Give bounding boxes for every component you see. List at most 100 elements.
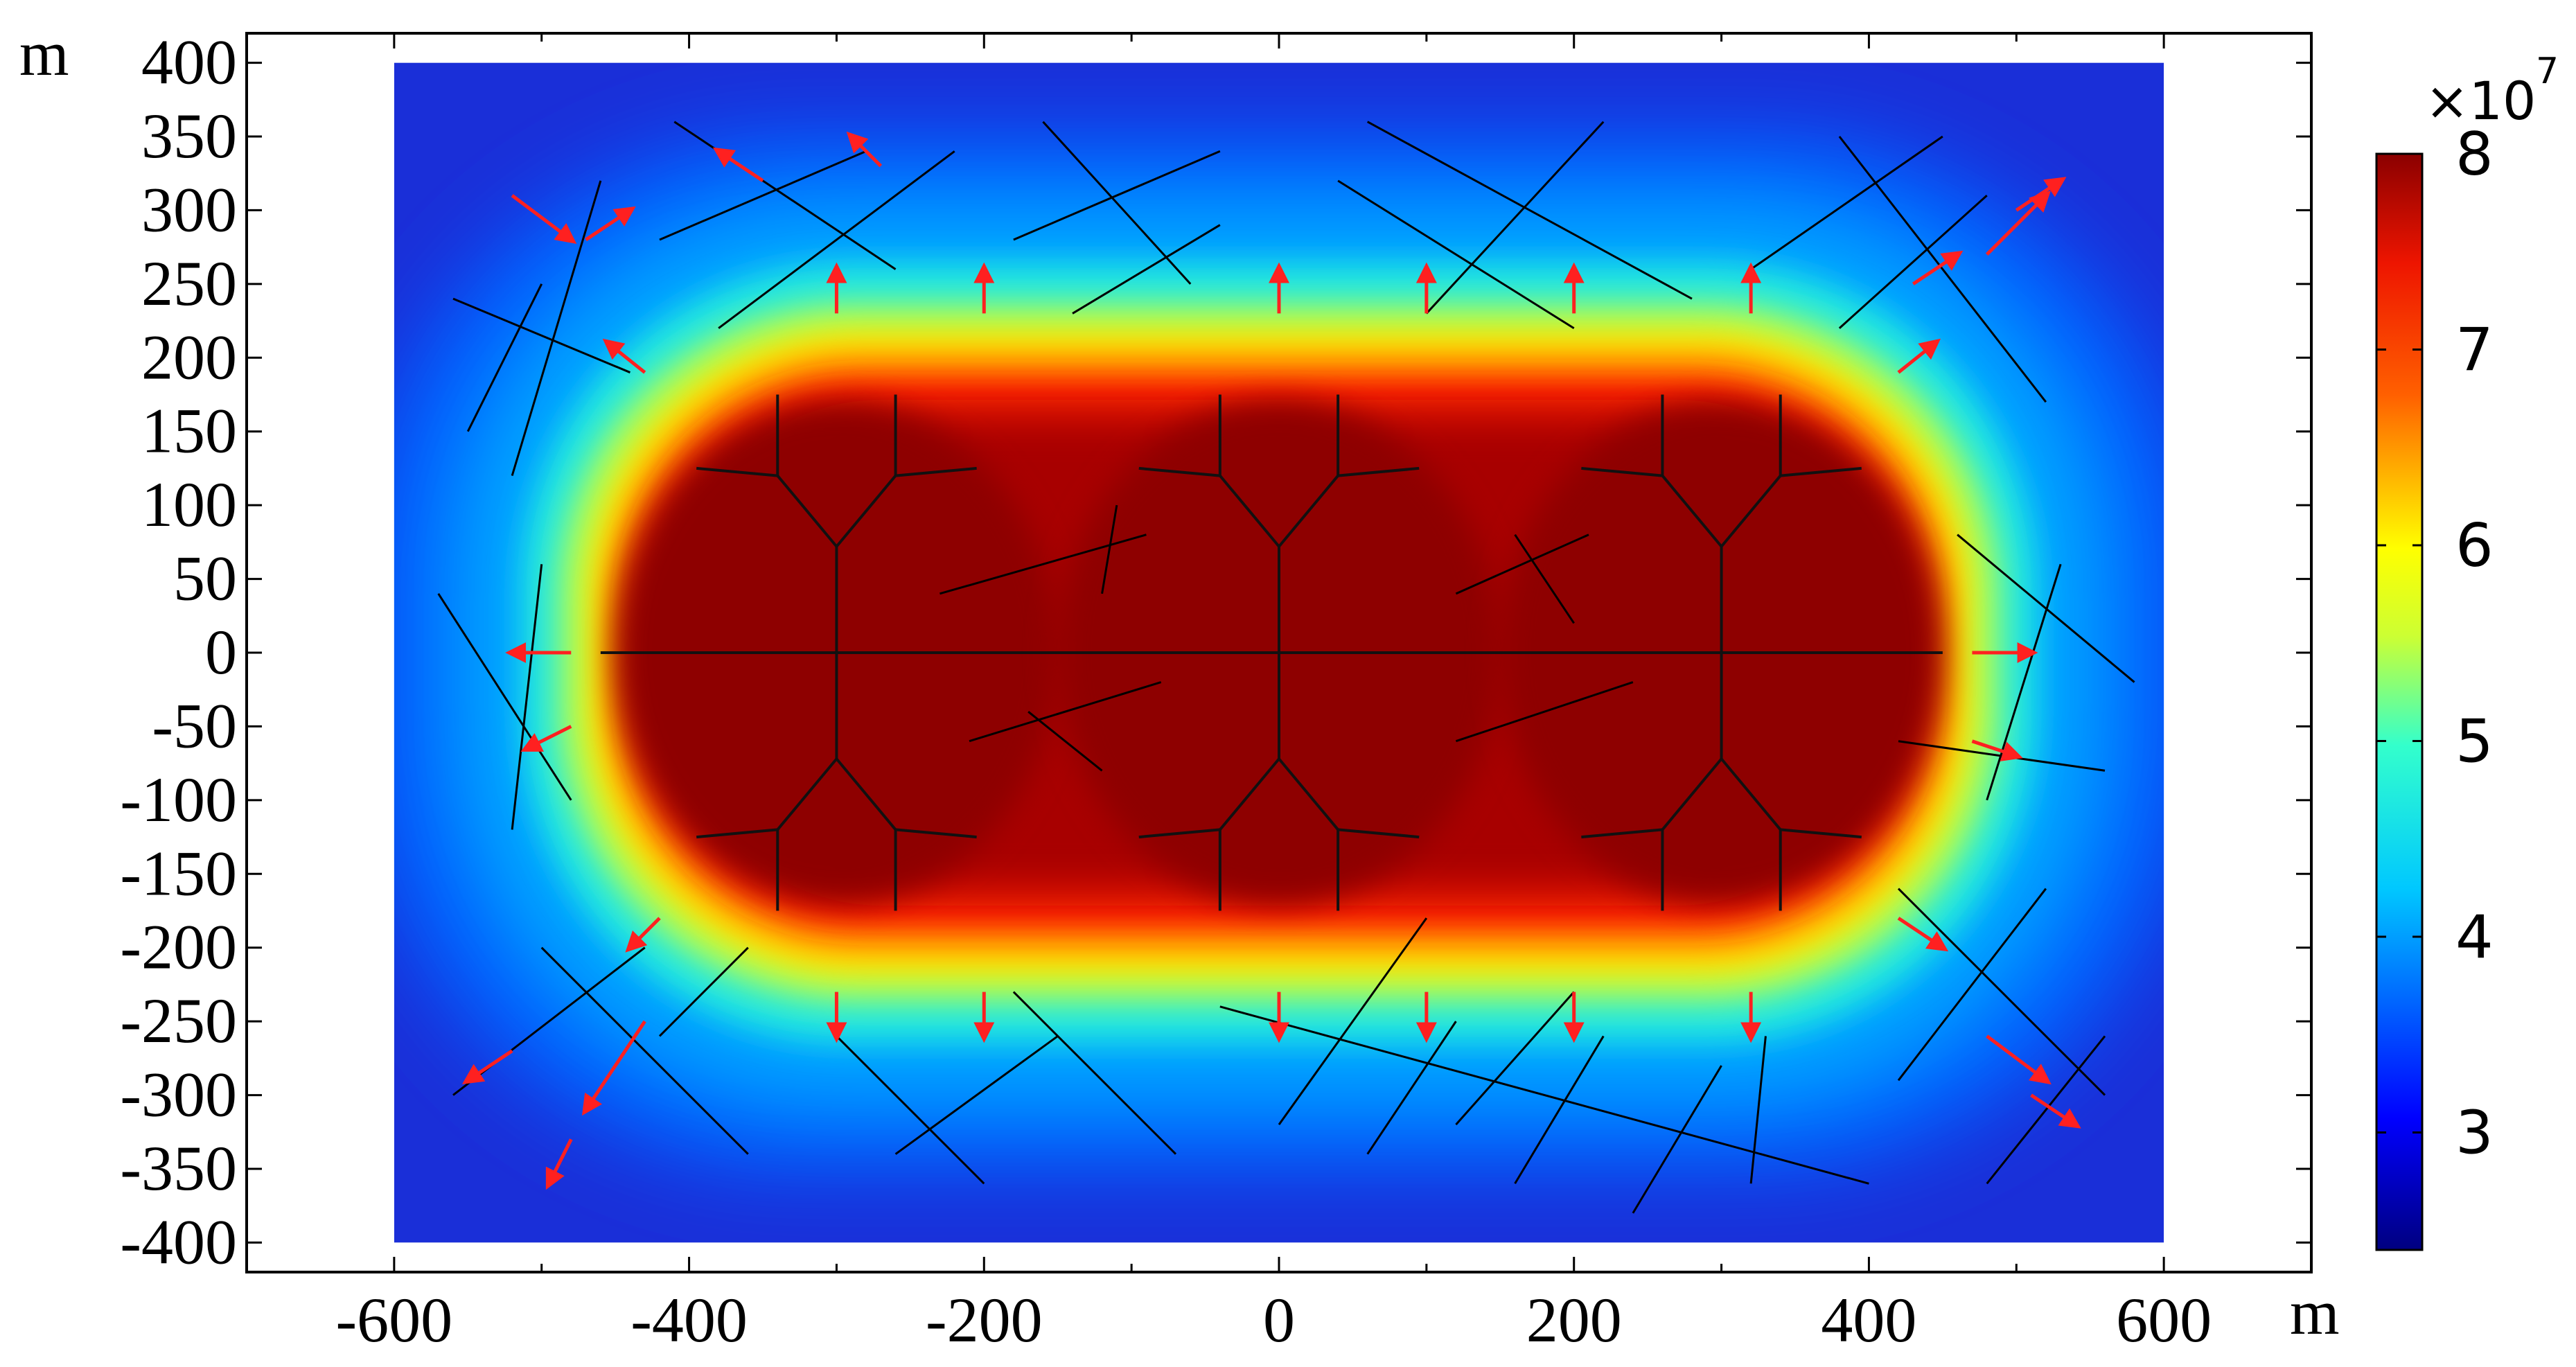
natural-fracture <box>466 283 543 432</box>
flow-vector-arrow <box>545 1138 573 1190</box>
y-tick-label: -300 <box>120 1059 237 1130</box>
natural-fracture <box>1366 121 1693 300</box>
hydraulic-fracture <box>1581 466 1663 477</box>
flow-vector-arrow <box>846 131 883 168</box>
y-tick-label: -100 <box>120 764 237 835</box>
hydraulic-fracture <box>1138 828 1221 839</box>
colorbar: 3 4 5 6 7 8 ×10 7 <box>2375 51 2559 1251</box>
colorbar-tick-label: 6 <box>2455 511 2494 581</box>
natural-fracture <box>1986 563 2062 801</box>
colorbar-multiplier: ×10 <box>2425 70 2536 132</box>
natural-fracture <box>1455 681 1634 743</box>
y-tick-label: -150 <box>120 838 237 908</box>
natural-fracture <box>1838 195 1988 329</box>
flow-vector-arrow <box>511 194 577 245</box>
hydraulic-fracture <box>895 828 977 839</box>
flow-vector-arrow <box>582 1020 646 1116</box>
natural-fracture <box>1986 1035 2106 1185</box>
natural-fracture <box>1072 224 1221 315</box>
flow-vectors <box>461 131 2081 1190</box>
y-tick-label: -400 <box>120 1206 237 1277</box>
natural-fracture <box>1278 917 1428 1126</box>
y-tick-label: 0 <box>205 617 237 687</box>
natural-fracture <box>1012 991 1177 1155</box>
colorbar-tick-label: 5 <box>2455 707 2494 777</box>
hydraulic-fracture <box>1720 757 1782 831</box>
hydraulic-fractures <box>600 394 1943 911</box>
flow-vector-arrow <box>602 338 646 374</box>
y-axis: 400350300250200150100500-50-100-150-200-… <box>120 27 2311 1277</box>
x-tick-label: 400 <box>1821 1285 1916 1355</box>
natural-fracture <box>673 121 897 270</box>
colorbar-exponent: 7 <box>2536 51 2559 92</box>
flow-vector-arrow <box>1986 1034 2052 1085</box>
hydraulic-fracture <box>1661 475 1723 548</box>
natural-fracture <box>1514 1035 1605 1185</box>
y-tick-label: 100 <box>141 469 237 540</box>
hydraulic-fracture <box>1278 475 1339 548</box>
hydraulic-fracture <box>776 475 838 548</box>
hydraulic-fracture <box>895 466 977 477</box>
y-tick-label: 50 <box>173 543 237 614</box>
hydraulic-fracture <box>1138 466 1221 477</box>
natural-fracture <box>540 946 749 1155</box>
hydraulic-fracture <box>1219 757 1280 831</box>
y-axis-unit: m <box>19 18 69 89</box>
hydraulic-fracture <box>1337 828 1420 839</box>
natural-fracture <box>452 297 631 373</box>
natural-fracture <box>969 681 1162 743</box>
hydraulic-fracture <box>776 757 838 831</box>
colorbar-gradient <box>2375 152 2424 1251</box>
natural-fracture <box>1749 1036 1767 1184</box>
hydraulic-fracture <box>835 757 897 831</box>
hydraulic-fracture <box>1219 475 1280 548</box>
natural-fracture <box>718 150 955 329</box>
flow-vector-arrow <box>1897 917 1949 952</box>
hydraulic-fracture <box>1337 466 1420 477</box>
natural-fracture <box>511 180 602 477</box>
flow-vector-arrow <box>585 206 636 242</box>
x-axis-unit: m <box>2290 1277 2340 1348</box>
x-tick-label: 0 <box>1263 1285 1295 1355</box>
colorbar-tick-label: 4 <box>2455 903 2494 972</box>
flow-vector-arrow <box>712 147 764 182</box>
y-tick-label: -50 <box>152 690 237 761</box>
natural-fracture <box>1027 710 1103 772</box>
natural-fracture <box>939 533 1147 595</box>
y-tick-label: -350 <box>120 1133 237 1203</box>
hydraulic-fracture <box>1780 828 1862 839</box>
flow-vector-arrow <box>1971 739 2023 761</box>
colorbar-tick-label: 8 <box>2455 120 2494 189</box>
flow-vector-arrow <box>1985 191 2051 256</box>
colorbar-tick-label: 7 <box>2455 316 2494 385</box>
y-tick-label: 250 <box>141 248 237 319</box>
hydraulic-fracture <box>1661 757 1723 831</box>
x-tick-label: 200 <box>1526 1285 1622 1355</box>
hydraulic-fracture <box>1278 757 1339 831</box>
x-tick-label: -600 <box>336 1285 453 1355</box>
natural-fracture <box>1425 121 1605 315</box>
y-tick-label: 350 <box>141 100 237 171</box>
natural-fracture <box>1632 1065 1722 1214</box>
hydraulic-fracture <box>835 475 897 548</box>
natural-fracture <box>836 1035 985 1185</box>
natural-fracture <box>1514 533 1575 624</box>
natural-fracture <box>659 150 867 241</box>
flow-vector-arrow <box>461 1049 513 1084</box>
x-tick-label: -200 <box>926 1285 1043 1355</box>
natural-fractures <box>437 121 2135 1214</box>
hydraulic-fracture <box>1720 475 1782 548</box>
natural-fracture <box>1366 1021 1457 1155</box>
flow-vector-arrow <box>1912 250 1964 285</box>
natural-fracture <box>894 1035 1059 1155</box>
x-axis: -600 -400 -200 0 200 400 600 <box>245 33 2313 1355</box>
colorbar-ticks: 3 4 5 6 7 8 <box>2376 120 2494 1168</box>
flow-vector-arrow <box>2030 1093 2081 1129</box>
flow-vector-arrow <box>520 725 572 752</box>
natural-fracture <box>1455 991 1575 1126</box>
natural-fracture <box>1897 888 2106 1096</box>
x-tick-label: 600 <box>2116 1285 2212 1355</box>
natural-fracture <box>511 564 543 830</box>
y-tick-label: -200 <box>120 912 237 982</box>
